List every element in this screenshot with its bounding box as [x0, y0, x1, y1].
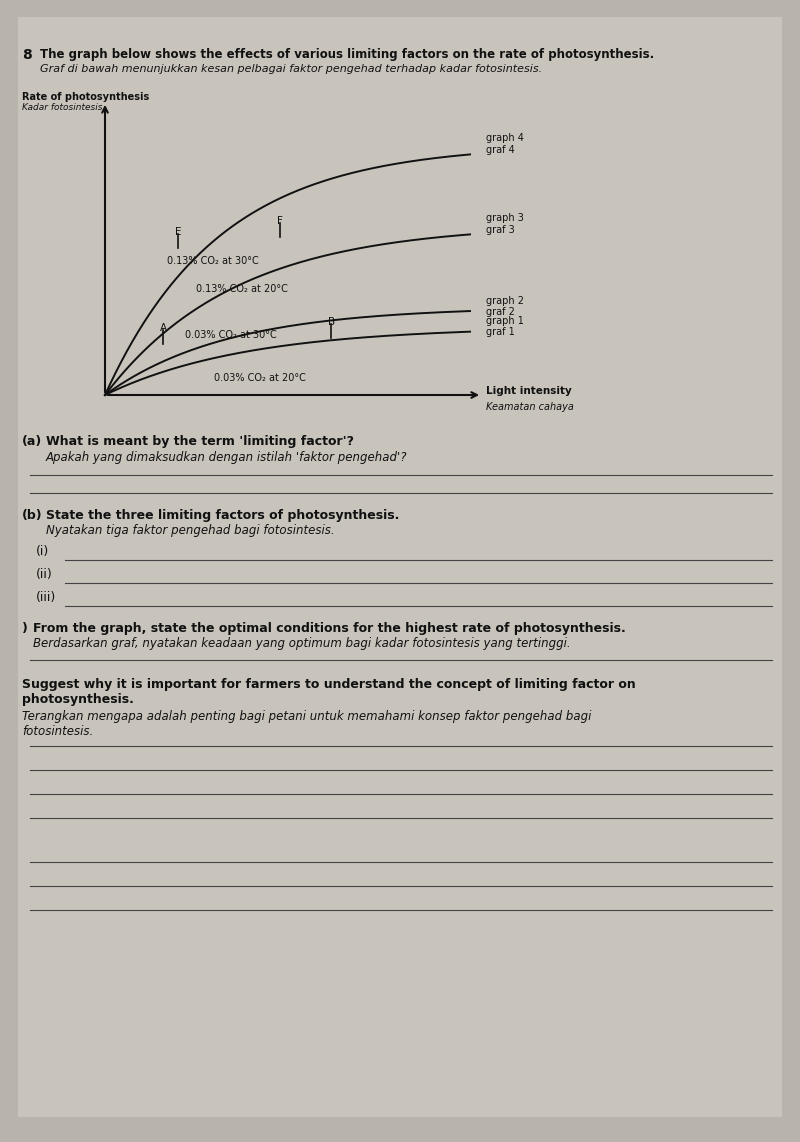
- Text: Kadar fotosintesis: Kadar fotosintesis: [22, 103, 102, 112]
- Text: Suggest why it is important for farmers to understand the concept of limiting fa: Suggest why it is important for farmers …: [22, 678, 636, 691]
- Text: graph 3
graf 3: graph 3 graf 3: [486, 214, 524, 235]
- Text: Graf di bawah menunjukkan kesan pelbagai faktor pengehad terhadap kadar fotosint: Graf di bawah menunjukkan kesan pelbagai…: [40, 64, 542, 74]
- Text: Keamatan cahaya: Keamatan cahaya: [486, 402, 574, 412]
- Text: 0.13% CO₂ at 20°C: 0.13% CO₂ at 20°C: [196, 284, 288, 293]
- Text: State the three limiting factors of photosynthesis.: State the three limiting factors of phot…: [46, 509, 399, 522]
- Text: 0.13% CO₂ at 30°C: 0.13% CO₂ at 30°C: [167, 256, 259, 266]
- Text: A: A: [160, 322, 167, 332]
- Text: Rate of photosynthesis: Rate of photosynthesis: [22, 93, 150, 102]
- Text: Apakah yang dimaksudkan dengan istilah 'faktor pengehad'?: Apakah yang dimaksudkan dengan istilah '…: [46, 451, 407, 464]
- Text: (iii): (iii): [36, 592, 56, 604]
- Text: E: E: [174, 227, 182, 238]
- Text: graph 2
graf 2: graph 2 graf 2: [486, 296, 524, 317]
- Text: 0.03% CO₂ at 20°C: 0.03% CO₂ at 20°C: [214, 373, 306, 383]
- Text: photosynthesis.: photosynthesis.: [22, 693, 134, 706]
- Text: (a): (a): [22, 435, 42, 448]
- Text: F: F: [278, 216, 283, 226]
- Text: 8: 8: [22, 48, 32, 62]
- Text: Berdasarkan graf, nyatakan keadaan yang optimum bagi kadar fotosintesis yang ter: Berdasarkan graf, nyatakan keadaan yang …: [33, 637, 570, 650]
- Text: (b): (b): [22, 509, 42, 522]
- Text: 0.03% CO₂ at 30°C: 0.03% CO₂ at 30°C: [186, 330, 277, 340]
- Text: (i): (i): [36, 545, 50, 558]
- Text: graph 1
graf 1: graph 1 graf 1: [486, 316, 524, 337]
- Text: The graph below shows the effects of various limiting factors on the rate of pho: The graph below shows the effects of var…: [40, 48, 654, 61]
- Text: ): ): [22, 622, 28, 635]
- Text: Terangkan mengapa adalah penting bagi petani untuk memahami konsep faktor pengeh: Terangkan mengapa adalah penting bagi pe…: [22, 710, 591, 723]
- Text: fotosintesis.: fotosintesis.: [22, 725, 94, 738]
- Text: Nyatakan tiga faktor pengehad bagi fotosintesis.: Nyatakan tiga faktor pengehad bagi fotos…: [46, 524, 334, 537]
- Text: (ii): (ii): [36, 568, 53, 581]
- Text: Light intensity: Light intensity: [486, 386, 572, 396]
- Text: What is meant by the term 'limiting factor'?: What is meant by the term 'limiting fact…: [46, 435, 354, 448]
- Text: graph 4
graf 4: graph 4 graf 4: [486, 134, 524, 155]
- Text: B: B: [328, 316, 335, 327]
- Text: From the graph, state the optimal conditions for the highest rate of photosynthe: From the graph, state the optimal condit…: [33, 622, 626, 635]
